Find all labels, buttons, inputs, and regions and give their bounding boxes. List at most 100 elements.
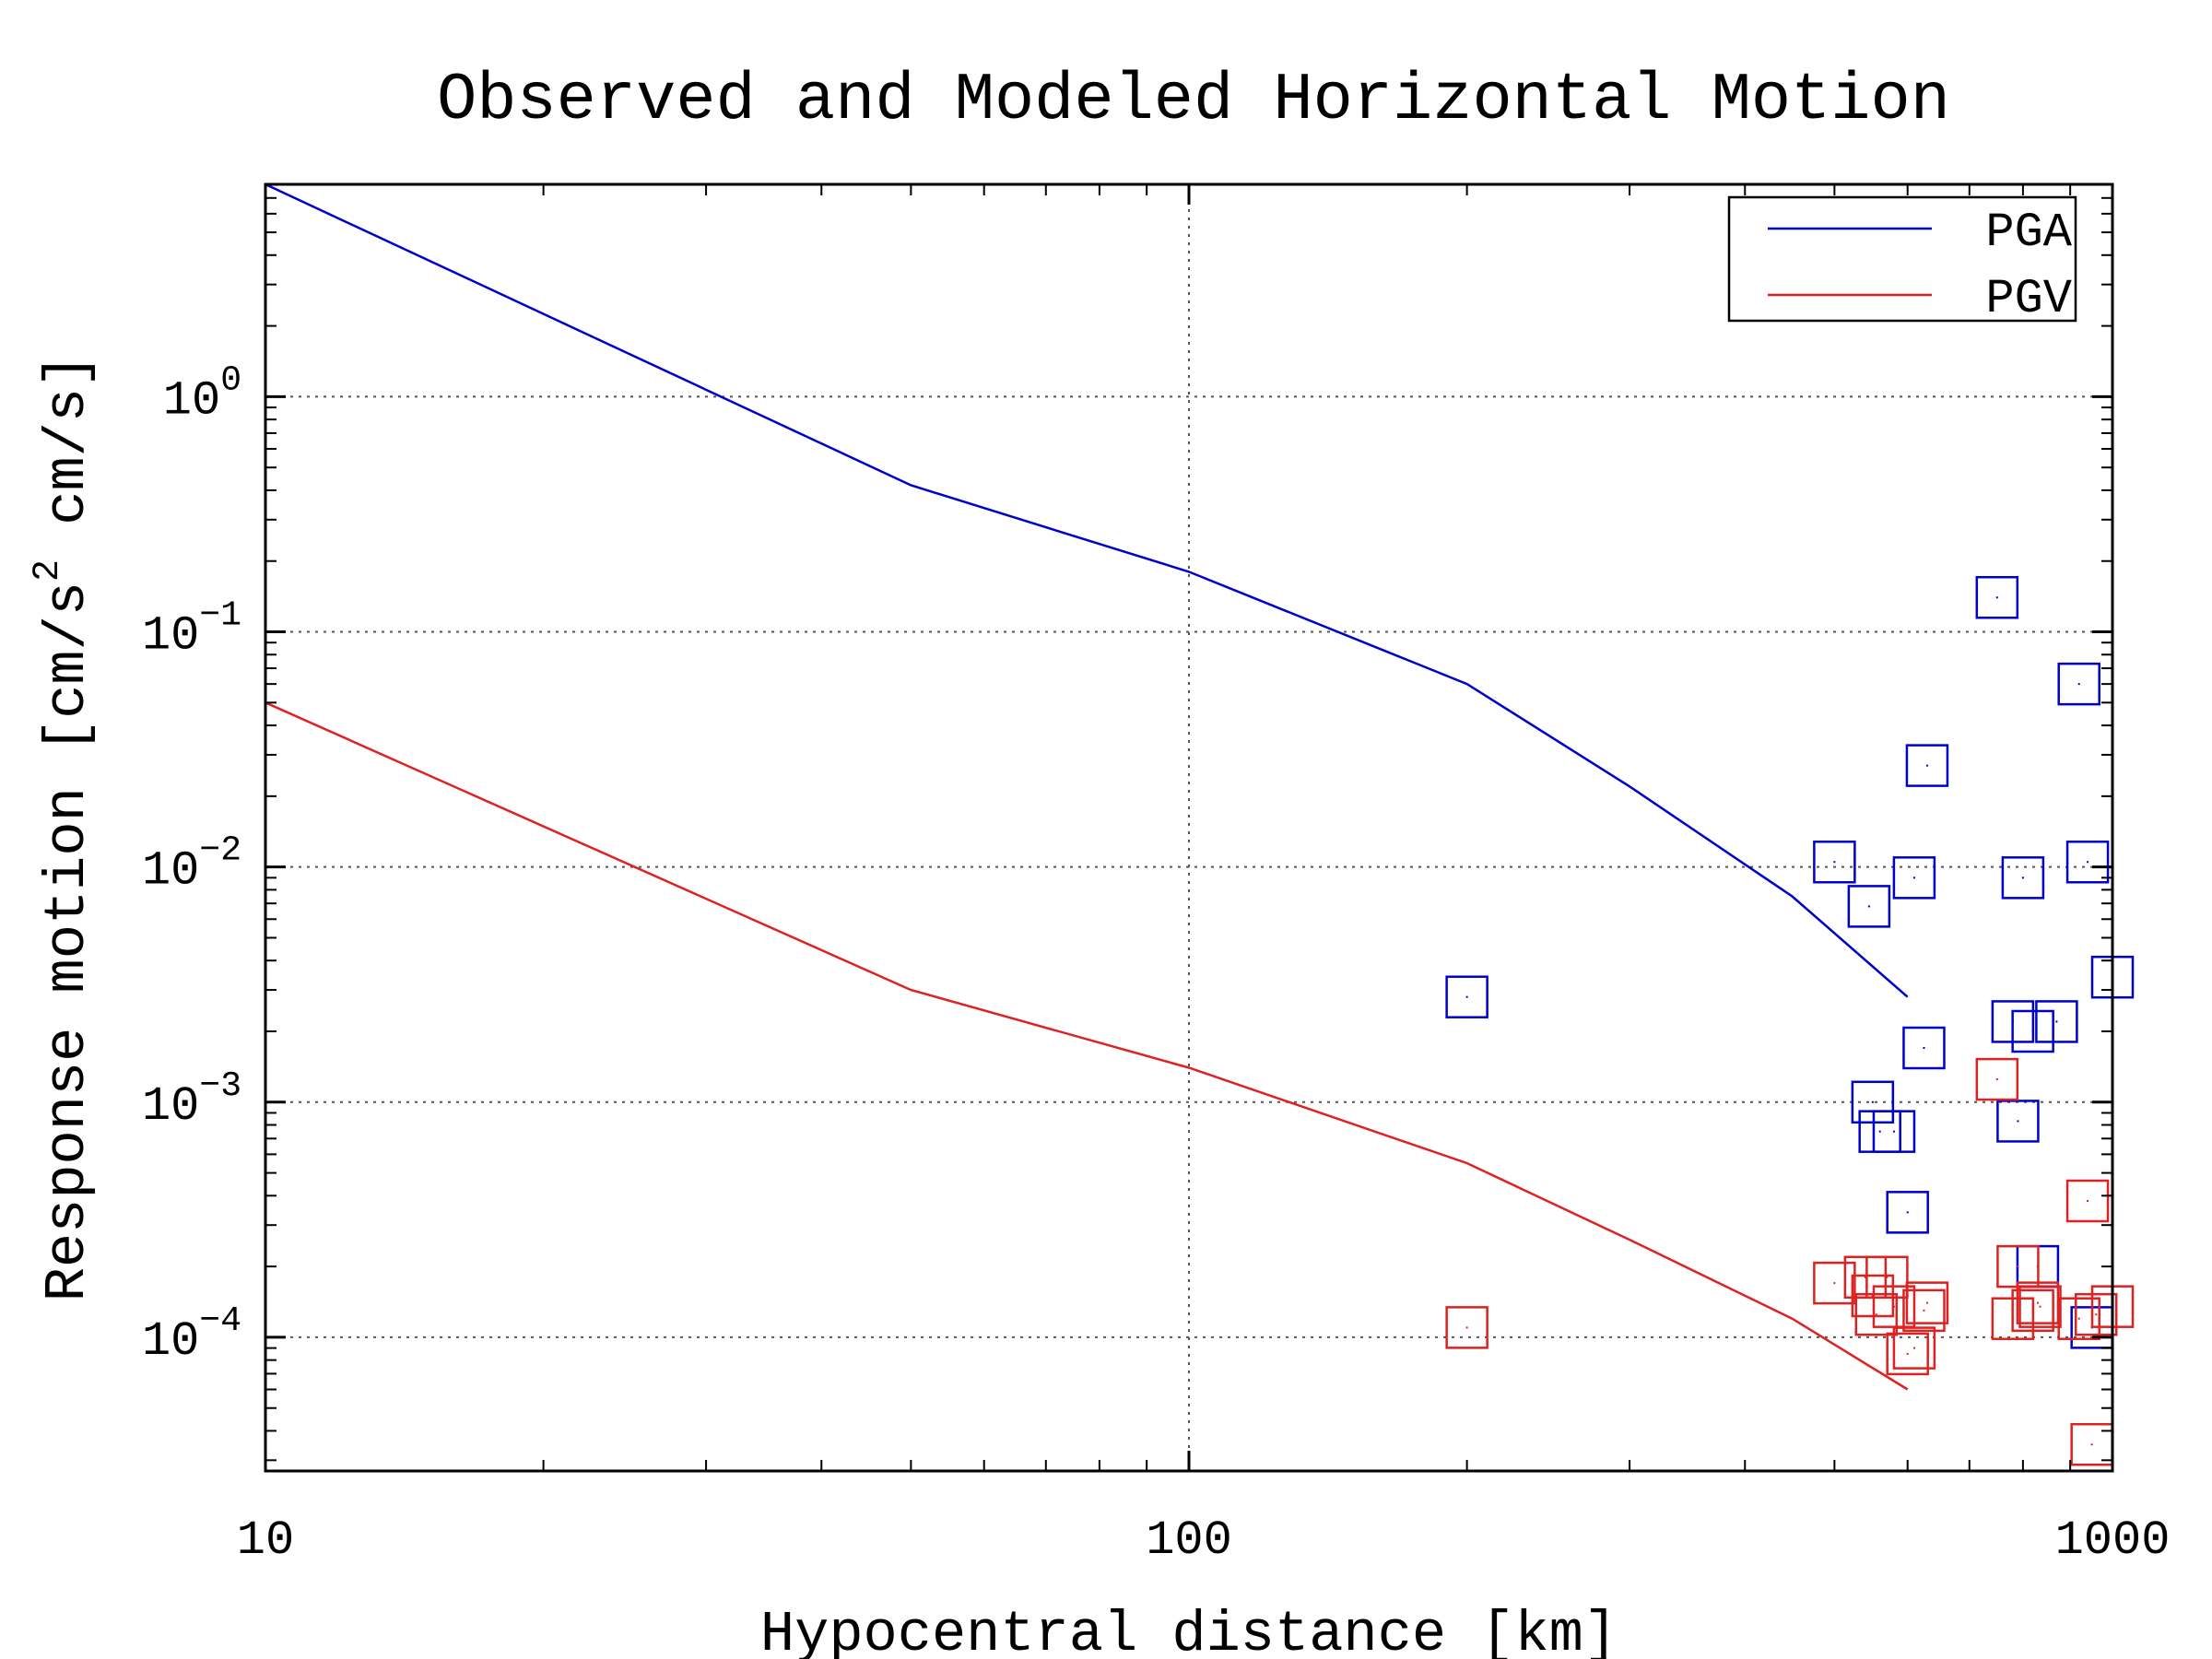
pga-observed-dot xyxy=(1833,861,1836,864)
pgv-observed-dot xyxy=(2036,1301,2039,1304)
pgv-observed-dot xyxy=(1886,1276,1888,1278)
pgv-observed-dot xyxy=(1906,1352,1909,1355)
pgv-observed-marker xyxy=(1975,1057,2019,1101)
observed-markers xyxy=(1445,576,2135,1466)
pga-observed-dot xyxy=(1867,905,1870,908)
pga-observed-marker xyxy=(2001,856,2045,900)
pga-observed-dot xyxy=(1892,1130,1895,1133)
y-axis-label-unit: cm/s] xyxy=(35,354,100,559)
pga-observed-marker xyxy=(2035,1000,2078,1043)
pga-observed-dot xyxy=(2077,683,2080,686)
pgv-observed-dot xyxy=(2077,1317,2080,1320)
pgv-observed-dot xyxy=(1923,1309,1925,1312)
pgv-observed-dot xyxy=(1995,1078,1998,1081)
legend: PGA PGV xyxy=(1727,195,2077,326)
pga-observed-marker xyxy=(2011,1009,2054,1053)
y-axis-label-superscript: 2 xyxy=(28,559,69,582)
pgv-observed-dot xyxy=(1892,1305,1895,1308)
pga-observed-dot xyxy=(1912,877,1915,879)
pga-model-line xyxy=(265,182,1909,998)
legend-label-pga: PGA xyxy=(1985,206,2072,260)
y-tick-exponent: −2 xyxy=(199,831,241,871)
pga-observed-dot xyxy=(2055,1020,2058,1023)
pgv-observed-dot xyxy=(1833,1282,1836,1285)
pga-observed-dot xyxy=(2021,877,2024,879)
y-tick-label: 10−3 xyxy=(142,1066,241,1134)
pga-observed-marker xyxy=(1905,744,1949,787)
pgv-observed-marker xyxy=(1905,1281,1949,1324)
pgv-observed-marker xyxy=(1813,1261,1856,1305)
y-tick-exponent: −1 xyxy=(199,596,241,636)
y-tick-base: 10 xyxy=(142,844,199,899)
pga-observed-marker xyxy=(1813,841,1856,884)
pga-observed-marker xyxy=(1872,1110,1916,1153)
pgv-observed-dot xyxy=(2017,1265,2019,1268)
model-lines xyxy=(265,182,1909,1391)
pgv-observed-dot xyxy=(2031,1309,2034,1312)
pgv-observed-dot xyxy=(2087,1200,2089,1203)
pgv-observed-marker xyxy=(1445,1306,1488,1349)
pgv-observed-marker xyxy=(2018,1285,2062,1328)
y-tick-exponent: −4 xyxy=(199,1301,241,1341)
y-axis-label: Response motion [cm/s2 cm/s] xyxy=(28,354,100,1302)
pga-observed-marker xyxy=(1892,856,1936,900)
pgv-observed-dot xyxy=(2039,1305,2041,1308)
pga-observed-marker xyxy=(2057,662,2100,706)
pgv-observed-dot xyxy=(2090,1443,2093,1446)
pga-observed-marker xyxy=(1886,1191,1929,1234)
pgv-observed-dot xyxy=(2095,1313,2098,1316)
pgv-model-line xyxy=(265,701,1909,1391)
pga-observed-dot xyxy=(1906,1211,1909,1214)
pgv-observed-marker xyxy=(1886,1332,1929,1376)
pgv-observed-marker xyxy=(2074,1292,2118,1336)
x-tick-label: 100 xyxy=(1146,1513,1232,1568)
pgv-observed-marker xyxy=(1892,1326,1936,1370)
pga-observed-marker xyxy=(1996,1100,2040,1143)
pgv-observed-dot xyxy=(1465,1326,1468,1329)
pga-observed-marker xyxy=(1445,975,1488,1018)
pga-observed-marker xyxy=(1847,885,1891,928)
pga-observed-marker xyxy=(1902,1026,1946,1070)
x-tick-labels: 10 100 1000 xyxy=(237,1513,2171,1568)
pgv-observed-marker xyxy=(1902,1288,1946,1333)
pgv-observed-dot xyxy=(1875,1313,1877,1316)
y-tick-exponent: 0 xyxy=(220,360,241,400)
y-tick-label: 10−4 xyxy=(142,1301,241,1369)
axis-ticks xyxy=(264,184,2114,1471)
pga-observed-marker xyxy=(2065,841,2110,884)
pga-observed-dot xyxy=(2031,1030,2034,1032)
pgv-observed-dot xyxy=(1925,1301,1928,1304)
pgv-observed-marker xyxy=(2065,1179,2110,1223)
pga-observed-dot xyxy=(1995,596,1998,599)
pgv-observed-marker xyxy=(1854,1292,1899,1336)
pgv-observed-marker xyxy=(2011,1288,2054,1333)
pga-observed-dot xyxy=(1878,1130,1881,1133)
y-tick-base: 10 xyxy=(142,1079,199,1134)
y-tick-base: 10 xyxy=(142,609,199,664)
legend-label-pgv: PGV xyxy=(1985,272,2072,326)
chart-title: Observed and Modeled Horizontal Motion xyxy=(437,63,1950,138)
pga-observed-marker xyxy=(1975,576,2019,619)
pgv-observed-dot xyxy=(1864,1276,1866,1278)
pga-observed-dot xyxy=(1925,764,1928,767)
pga-observed-dot xyxy=(1465,995,1468,998)
x-tick-label: 10 xyxy=(237,1513,294,1568)
y-tick-label: 10−1 xyxy=(142,596,241,664)
pgv-observed-marker xyxy=(1865,1255,1909,1300)
pgv-observed-marker xyxy=(1843,1255,1888,1300)
x-tick-label: 1000 xyxy=(2055,1513,2171,1568)
pga-observed-dot xyxy=(1871,1100,1874,1103)
pga-observed-dot xyxy=(1923,1046,1925,1049)
y-tick-label: 10−2 xyxy=(142,831,241,899)
pgv-observed-marker xyxy=(2057,1297,2100,1340)
grid xyxy=(265,184,2112,1471)
y-tick-label: 100 xyxy=(163,360,241,428)
legend-box xyxy=(1727,195,2077,323)
pga-observed-dot xyxy=(2017,1120,2019,1123)
y-axis-label-main: Response motion [cm/s xyxy=(35,582,100,1301)
x-axis-label: Hypocentral distance [km] xyxy=(760,1602,1618,1659)
y-tick-exponent: −3 xyxy=(199,1066,241,1106)
y-tick-base: 10 xyxy=(163,373,220,428)
